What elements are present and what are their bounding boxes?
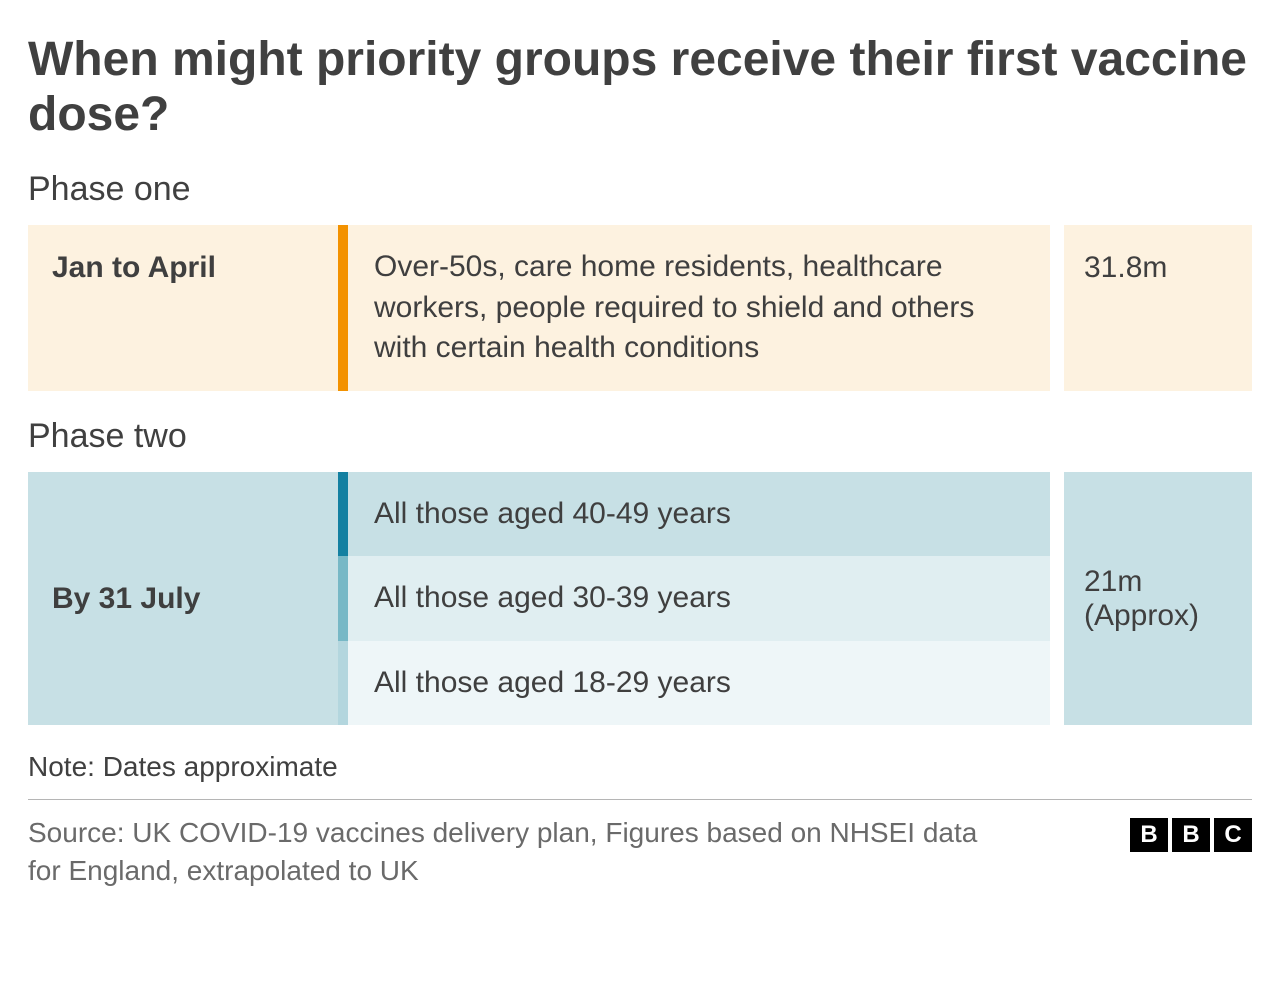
group-text: Over-50s, care home residents, healthcar… (348, 225, 1050, 391)
group-row: All those aged 30-39 years (338, 556, 1050, 641)
count-suffix: (Approx) (1084, 599, 1199, 633)
group-text: All those aged 30-39 years (348, 556, 1050, 641)
count-value: 21m (1084, 565, 1142, 599)
accent-bar (338, 641, 348, 726)
group-row: All those aged 18-29 years (338, 641, 1050, 726)
groups-column: All those aged 40-49 yearsAll those aged… (338, 472, 1050, 726)
group-text: All those aged 18-29 years (348, 641, 1050, 726)
period-cell: Jan to April (28, 225, 338, 391)
footer-divider (28, 799, 1252, 800)
bbc-logo-box: B (1130, 818, 1168, 852)
count-value: 31.8m (1084, 251, 1167, 285)
bbc-logo-box: C (1214, 818, 1252, 852)
count-cell: 31.8m (1064, 225, 1252, 391)
group-row: Over-50s, care home residents, healthcar… (338, 225, 1050, 391)
phase-row: By 31 JulyAll those aged 40-49 yearsAll … (28, 472, 1252, 726)
accent-bar (338, 472, 348, 557)
phase-label: Phase two (28, 417, 1252, 456)
group-row: All those aged 40-49 years (338, 472, 1050, 557)
phase-block: Phase two By 31 JulyAll those aged 40-49 … (28, 417, 1252, 726)
group-text: All those aged 40-49 years (348, 472, 1050, 557)
phase-block: Phase one Jan to AprilOver-50s, care home… (28, 170, 1252, 391)
groups-column: Over-50s, care home residents, healthcar… (338, 225, 1050, 391)
phase-label: Phase one (28, 170, 1252, 209)
phase-row: Jan to AprilOver-50s, care home resident… (28, 225, 1252, 391)
phase-main-panel: Jan to AprilOver-50s, care home resident… (28, 225, 1050, 391)
bbc-logo: BBC (1130, 818, 1252, 852)
count-cell: 21m(Approx) (1064, 472, 1252, 726)
chart-title: When might priority groups receive their… (28, 32, 1252, 142)
bbc-logo-box: B (1172, 818, 1210, 852)
phase-main-panel: By 31 JulyAll those aged 40-49 yearsAll … (28, 472, 1050, 726)
source-text: Source: UK COVID-19 vaccines delivery pl… (28, 814, 1008, 890)
accent-bar (338, 556, 348, 641)
note-text: Note: Dates approximate (28, 751, 1252, 783)
footer: Source: UK COVID-19 vaccines delivery pl… (28, 814, 1252, 890)
phases-container: Phase one Jan to AprilOver-50s, care home… (28, 170, 1252, 725)
accent-bar (338, 225, 348, 391)
period-cell: By 31 July (28, 472, 338, 726)
